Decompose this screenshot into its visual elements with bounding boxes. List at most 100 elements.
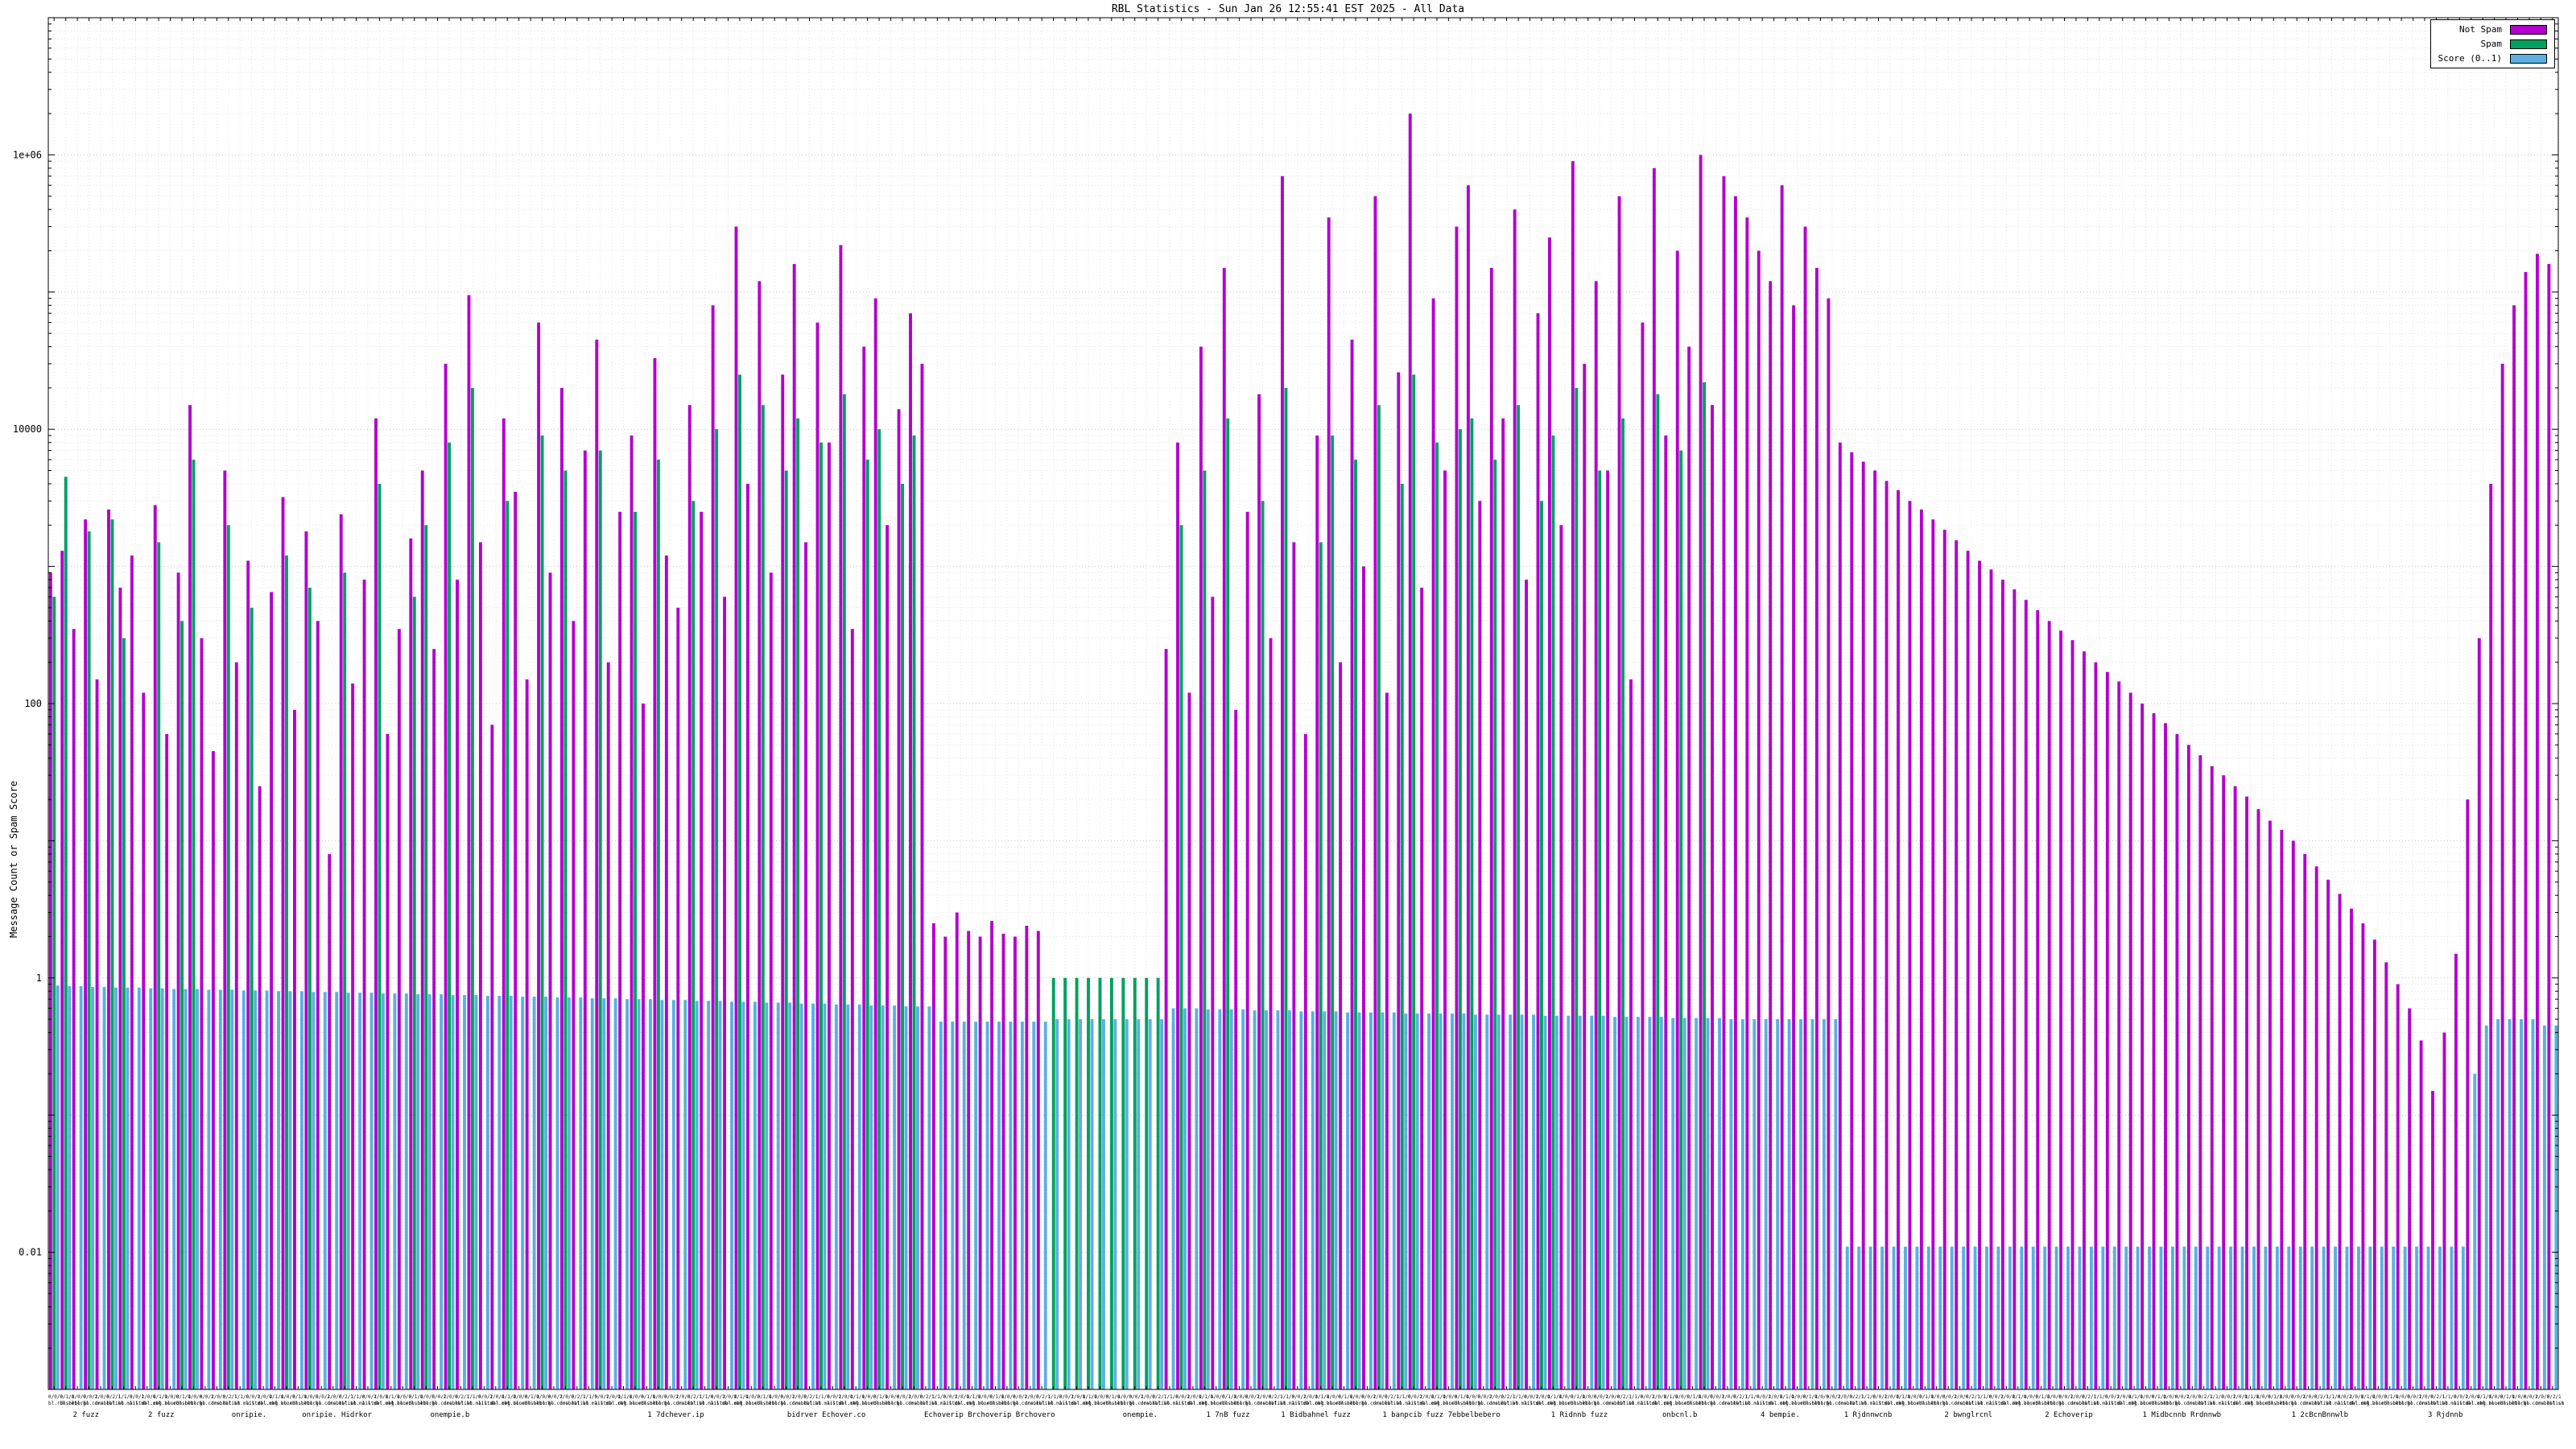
svg-text:onripie. Hidrkor: onripie. Hidrkor — [302, 1411, 372, 1419]
svg-text:dnsbl.list: dnsbl.list — [676, 1401, 706, 1406]
chart-title: RBL Statistics - Sun Jan 26 12:55:41 EST… — [1111, 3, 1465, 15]
svg-text:bl.core.net: bl.core.net — [1129, 1401, 1162, 1406]
svg-text:dbl.net: dbl.net — [2233, 1401, 2254, 1406]
svg-text:0/0/2: 0/0/2 — [1641, 1394, 1655, 1400]
svg-text:0/0/0: 0/0/0 — [1791, 1394, 1806, 1400]
svg-text:rbl.co: rbl.co — [1036, 1401, 1054, 1406]
svg-text:1/0/1: 1/0/1 — [2233, 1394, 2248, 1400]
svg-text:1/1/0: 1/1/0 — [583, 1394, 597, 1400]
svg-text:0/0/0: 0/0/0 — [397, 1394, 411, 1400]
svg-text:rbl.zone: rbl.zone — [1083, 1401, 1106, 1406]
svg-text:bl.rbl.net: bl.rbl.net — [1443, 1401, 1472, 1406]
svg-text:0/0/1: 0/0/1 — [1013, 1394, 1027, 1400]
legend-item-score: Score (0..1) — [2438, 53, 2547, 64]
svg-text:0/1/1: 0/1/1 — [2128, 1394, 2143, 1400]
svg-text:0/0/2: 0/0/2 — [1989, 1394, 2004, 1400]
x-labels-layer: 0/0/0bl.rbl.net0/1/0dnsbl.org1/0/0rbl.io… — [48, 1394, 2565, 1419]
svg-text:0/0/0: 0/0/0 — [281, 1394, 295, 1400]
svg-text:0/0/1: 0/0/1 — [2291, 1394, 2306, 1400]
svg-text:2/0/0: 2/0/0 — [1257, 1394, 1271, 1400]
svg-text:1/0/0: 1/0/0 — [1466, 1394, 1480, 1400]
svg-text:1/1/0: 1/1/0 — [1861, 1394, 1876, 1400]
svg-text:dbl.net: dbl.net — [722, 1401, 743, 1406]
svg-text:rbl.co: rbl.co — [1152, 1401, 1170, 1406]
svg-text:dbl.net: dbl.net — [1303, 1401, 1324, 1406]
svg-text:bl.core.net: bl.core.net — [780, 1401, 812, 1406]
svg-text:0/0/1: 0/0/1 — [1710, 1394, 1724, 1400]
svg-text:bl.rbl.net: bl.rbl.net — [2372, 1401, 2402, 1406]
svg-text:2/0/0: 2/0/0 — [2419, 1394, 2434, 1400]
svg-text:dnsbl.list: dnsbl.list — [95, 1401, 125, 1406]
svg-text:2/0/0: 2/0/0 — [327, 1394, 341, 1400]
svg-text:0/1/0: 0/1/0 — [1222, 1394, 1236, 1400]
svg-text:bl.core.net: bl.core.net — [83, 1401, 115, 1406]
svg-text:0/2/1: 0/2/1 — [2314, 1394, 2329, 1400]
svg-text:dbl.net: dbl.net — [1536, 1401, 1557, 1406]
svg-text:0/1/1: 0/1/1 — [966, 1394, 980, 1400]
svg-text:list.bl.org: list.bl.org — [1872, 1401, 1905, 1406]
svg-text:2/0/0: 2/0/0 — [211, 1394, 225, 1400]
svg-text:1/0/0: 1/0/0 — [1814, 1394, 1829, 1400]
svg-text:rbl.co: rbl.co — [1501, 1401, 1518, 1406]
svg-text:1/1/0: 1/1/0 — [2210, 1394, 2224, 1400]
svg-text:bl.core.net: bl.core.net — [1361, 1401, 1393, 1406]
svg-text:0/1/1: 0/1/1 — [269, 1394, 283, 1400]
svg-text:1/1/0: 1/1/0 — [699, 1394, 713, 1400]
svg-text:dnsbl.org: dnsbl.org — [873, 1401, 900, 1406]
svg-text:bl.core.net: bl.core.net — [2291, 1401, 2323, 1406]
svg-text:dnsbl.list: dnsbl.list — [1838, 1401, 1868, 1406]
svg-text:4 bempie.: 4 bempie. — [1761, 1411, 1800, 1419]
svg-text:list.bl.org: list.bl.org — [1641, 1401, 1673, 1406]
svg-text:0/1/1: 0/1/1 — [1896, 1394, 1910, 1400]
svg-text:rbl.co: rbl.co — [1617, 1401, 1635, 1406]
svg-text:list.bl.org: list.bl.org — [362, 1401, 394, 1406]
svg-text:rbl.io: rbl.io — [1350, 1401, 1368, 1406]
svg-text:bl.rbl.net: bl.rbl.net — [1559, 1401, 1589, 1406]
svg-text:rbl.io: rbl.io — [1699, 1401, 1716, 1406]
svg-text:onripie.: onripie. — [232, 1411, 266, 1419]
svg-text:rbl.co: rbl.co — [2547, 1401, 2565, 1406]
svg-text:dnsbl.list: dnsbl.list — [908, 1401, 938, 1406]
svg-text:1/0/0: 1/0/0 — [2512, 1394, 2526, 1400]
svg-text:0/1/1: 0/1/1 — [1547, 1394, 1562, 1400]
svg-text:0/2/1: 0/2/1 — [455, 1394, 469, 1400]
svg-text:0/1/1: 0/1/1 — [2013, 1394, 2027, 1400]
svg-text:dnsbl.org: dnsbl.org — [2384, 1401, 2411, 1406]
svg-text:dbl.net: dbl.net — [2000, 1401, 2021, 1406]
svg-text:0/0/1: 0/0/1 — [664, 1394, 679, 1400]
svg-text:rbl.co: rbl.co — [687, 1401, 705, 1406]
svg-text:bl.rbl.net: bl.rbl.net — [1908, 1401, 1938, 1406]
svg-text:list.bl.org: list.bl.org — [2221, 1401, 2253, 1406]
svg-text:bl.core.net: bl.core.net — [2175, 1401, 2207, 1406]
svg-text:dnsbl.org: dnsbl.org — [758, 1401, 784, 1406]
svg-text:1/0/1: 1/0/1 — [374, 1394, 388, 1400]
svg-text:dnsbl.org: dnsbl.org — [292, 1401, 319, 1406]
svg-text:list.bl.org: list.bl.org — [1059, 1401, 1092, 1406]
svg-text:0/0/1: 0/0/1 — [897, 1394, 911, 1400]
svg-text:1/0/0: 1/0/0 — [2163, 1394, 2178, 1400]
svg-text:dbl.net: dbl.net — [606, 1401, 627, 1406]
svg-text:0/0/0: 0/0/0 — [1094, 1394, 1108, 1400]
svg-text:1: 1 — [36, 972, 42, 984]
svg-text:rbl.io: rbl.io — [72, 1401, 89, 1406]
svg-text:rbl.io: rbl.io — [1931, 1401, 1949, 1406]
svg-text:2 fuzz: 2 fuzz — [73, 1411, 100, 1419]
bars-layer — [48, 114, 2558, 1390]
svg-text:0/0/0: 0/0/0 — [630, 1394, 644, 1400]
svg-text:0/1/0: 0/1/0 — [1571, 1394, 1585, 1400]
svg-text:0/1/0: 0/1/0 — [525, 1394, 539, 1400]
svg-text:rbl.zone: rbl.zone — [153, 1401, 176, 1406]
svg-text:0/0/2: 0/0/2 — [1524, 1394, 1538, 1400]
axes-layer: 1e+06 10000 100 1 0.01 — [13, 17, 2559, 1390]
svg-text:1/0/0: 1/0/0 — [1350, 1394, 1364, 1400]
svg-text:bl.rbl.net: bl.rbl.net — [862, 1401, 892, 1406]
svg-text:0/1/1: 0/1/1 — [386, 1394, 400, 1400]
svg-text:dnsbl.list: dnsbl.list — [1605, 1401, 1635, 1406]
svg-text:bl.mail.me: bl.mail.me — [931, 1401, 961, 1406]
svg-text:bl.rbl.net: bl.rbl.net — [1791, 1401, 1821, 1406]
svg-text:0/0/2: 0/0/2 — [1059, 1394, 1074, 1400]
svg-text:0/2/1: 0/2/1 — [920, 1394, 935, 1400]
svg-text:1/0/0: 1/0/0 — [2047, 1394, 2062, 1400]
svg-text:1/0/1: 1/0/1 — [722, 1394, 737, 1400]
